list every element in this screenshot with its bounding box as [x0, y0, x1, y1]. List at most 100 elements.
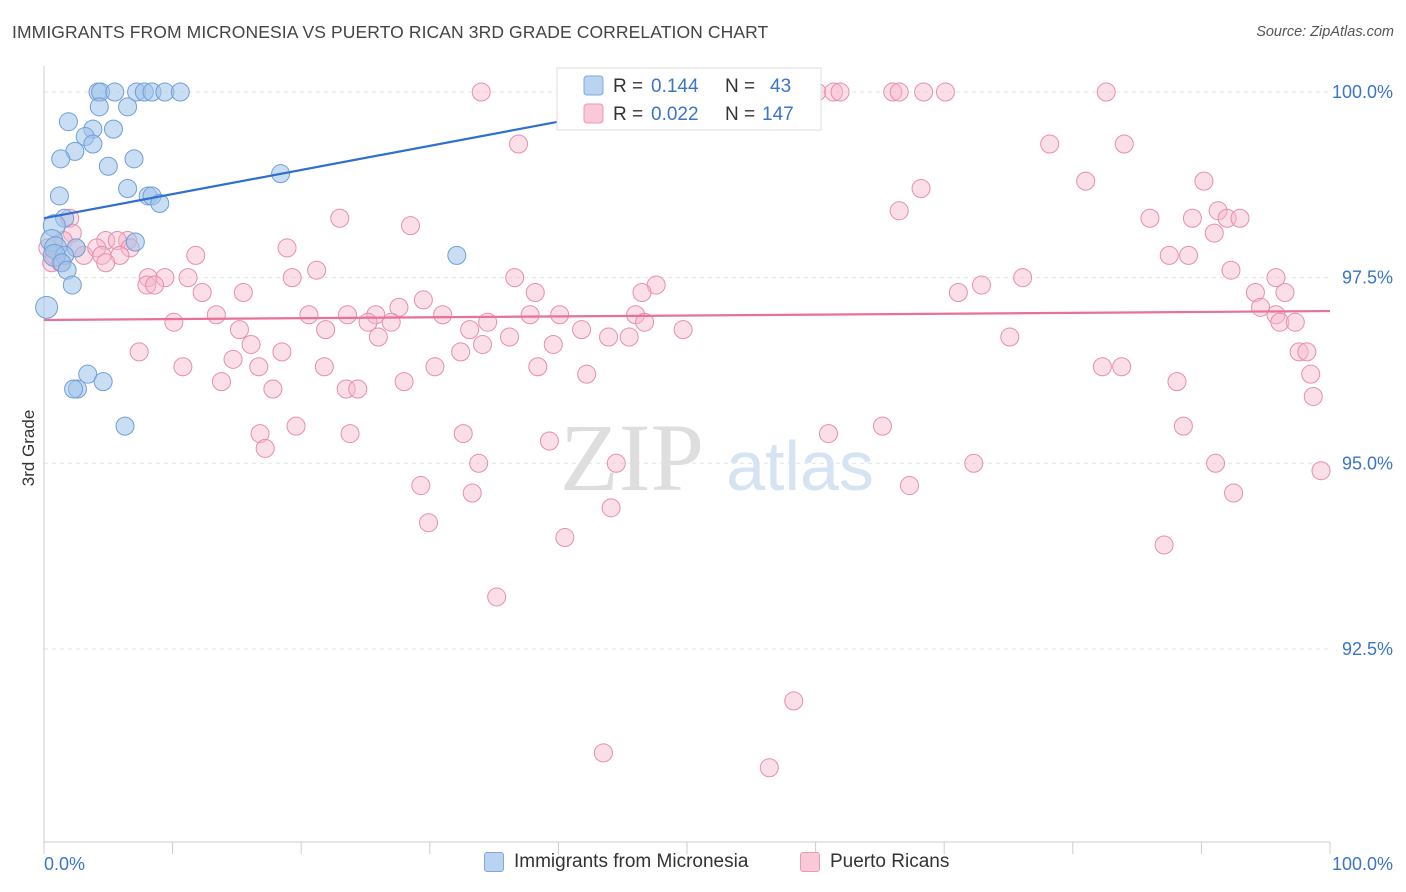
legend-label-micronesia: Immigrants from Micronesia: [514, 851, 749, 872]
data-point: [89, 97, 109, 117]
trend-lines: [43, 120, 1331, 322]
data-point: [233, 282, 253, 302]
data-point: [555, 528, 575, 548]
data-point: [606, 453, 626, 473]
data-point: [525, 282, 545, 302]
data-point: [103, 119, 123, 139]
legend-swatch-micronesia-bottom: [484, 852, 504, 872]
data-point: [115, 416, 135, 436]
data-point: [824, 82, 844, 102]
legend-r-value-puerto-rican: 0.022: [651, 104, 699, 125]
y-axis-label: 3rd Grade: [19, 410, 38, 487]
trend-line-puerto-rican: [43, 309, 1331, 322]
data-point: [229, 320, 249, 340]
data-point: [872, 416, 892, 436]
data-point: [411, 476, 431, 496]
data-point: [206, 305, 226, 325]
data-point: [759, 758, 779, 778]
x-tick-label-min: 0.0%: [44, 854, 85, 874]
data-point: [96, 253, 116, 273]
axes: [43, 66, 1331, 854]
data-point: [211, 372, 231, 392]
legend-r-value-micronesia: 0.144: [651, 76, 699, 97]
legend-item-puerto-rican[interactable]: Puerto Ricans: [800, 851, 949, 873]
legend-swatch-puerto-rican: [583, 103, 604, 124]
data-point: [818, 424, 838, 444]
data-point: [1206, 453, 1226, 473]
data-point: [125, 232, 145, 252]
data-point: [249, 357, 269, 377]
data-point: [124, 149, 144, 169]
data-point: [425, 357, 445, 377]
data-point: [1303, 386, 1323, 406]
source-label: Source: ZipAtlas.com: [1256, 24, 1394, 40]
data-point: [1224, 483, 1244, 503]
data-point: [337, 305, 357, 325]
data-point: [366, 305, 386, 325]
data-point: [1245, 282, 1265, 302]
legend-swatch-puerto-rican-bottom: [800, 852, 820, 872]
data-point: [286, 416, 306, 436]
data-point: [413, 290, 433, 310]
data-point: [635, 312, 655, 332]
data-point: [539, 431, 559, 451]
data-point: [105, 82, 125, 102]
legend-n-value-puerto-rican: 147: [762, 104, 794, 125]
data-point: [784, 691, 804, 711]
data-point: [1040, 134, 1060, 154]
data-point: [58, 112, 78, 132]
data-point: [314, 357, 334, 377]
data-point: [223, 349, 243, 369]
legend-r-label-micronesia: R =: [613, 76, 643, 97]
data-point: [462, 483, 482, 503]
data-point: [1140, 208, 1160, 228]
data-point: [1311, 461, 1331, 481]
data-point: [137, 275, 157, 295]
data-point: [500, 327, 520, 347]
data-point: [451, 342, 471, 362]
data-point: [170, 82, 190, 102]
data-point: [250, 424, 270, 444]
data-point: [129, 342, 149, 362]
stats-legend: R = 0.144 N = 43 R = 0.022 N = 147: [556, 67, 822, 131]
data-point: [1204, 223, 1224, 243]
data-point: [911, 179, 931, 199]
data-point: [469, 453, 489, 473]
data-point: [935, 82, 955, 102]
data-point: [1167, 372, 1187, 392]
data-point: [64, 379, 84, 399]
data-point: [964, 453, 984, 473]
legend-item-micronesia[interactable]: Immigrants from Micronesia: [484, 851, 748, 873]
data-point: [78, 364, 98, 384]
data-point: [619, 327, 639, 347]
data-point: [164, 312, 184, 332]
data-point: [1275, 282, 1295, 302]
data-point: [889, 201, 909, 221]
data-point: [51, 149, 71, 169]
data-point: [272, 342, 292, 362]
data-point: [419, 513, 439, 533]
data-point: [1159, 245, 1179, 265]
data-point: [381, 312, 401, 332]
data-point: [255, 438, 275, 458]
data-point: [340, 424, 360, 444]
legend-swatch-micronesia: [583, 75, 604, 96]
legend-n-value-micronesia: 43: [770, 76, 791, 97]
data-point: [460, 320, 480, 340]
data-point: [1076, 171, 1096, 191]
data-point: [599, 327, 619, 347]
gridlines: [44, 91, 1330, 650]
y-tick-label-1: 97.5%: [1342, 268, 1393, 288]
data-point: [1285, 312, 1305, 332]
data-point: [593, 743, 613, 763]
trend-line-micronesia: [43, 120, 559, 220]
data-point: [299, 305, 319, 325]
data-point: [883, 82, 903, 102]
data-point: [471, 82, 491, 102]
data-point: [1221, 260, 1241, 280]
data-point: [1289, 342, 1309, 362]
watermark-atlas: atlas: [726, 427, 874, 505]
data-point: [348, 379, 368, 399]
y-tick-label-3: 92.5%: [1342, 639, 1393, 659]
data-point: [150, 193, 170, 213]
